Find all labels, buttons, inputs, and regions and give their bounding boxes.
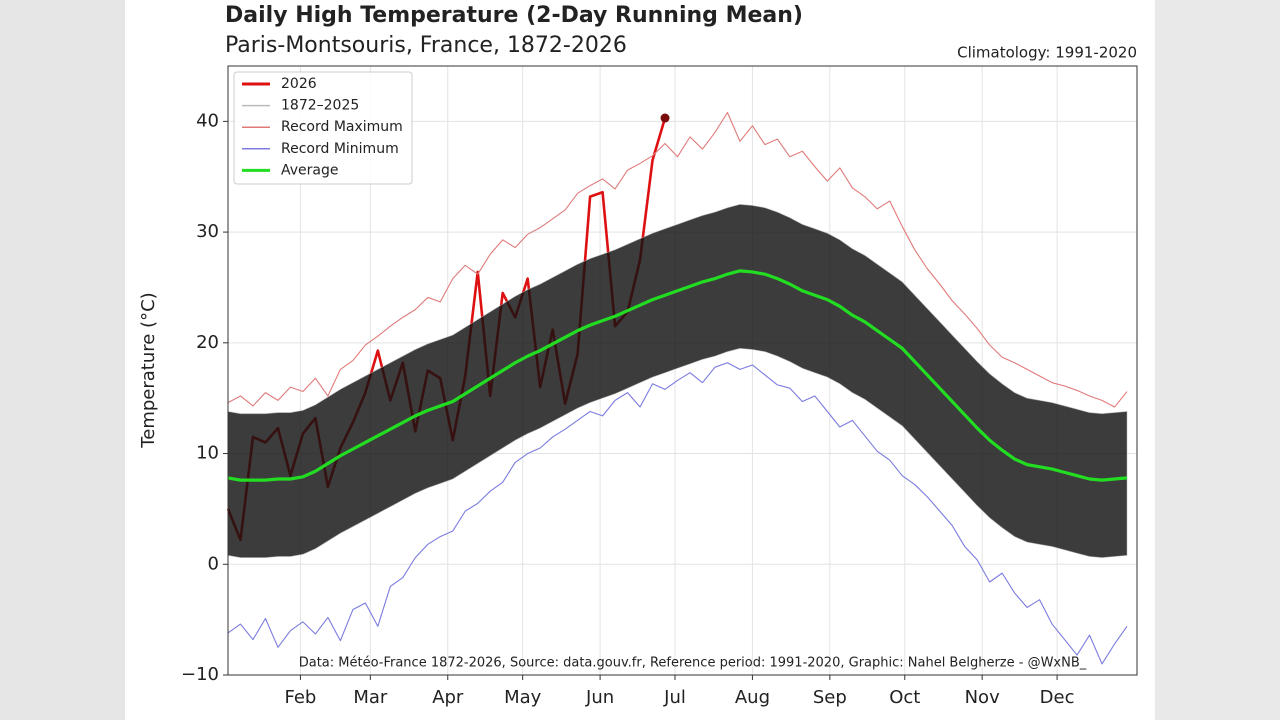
legend-label: Average: [281, 162, 339, 178]
x-tick-label: Oct: [889, 687, 920, 708]
y-tick-label: 10: [196, 443, 219, 464]
y-tick-label: 30: [196, 221, 219, 242]
chart-title: Daily High Temperature (2-Day Running Me…: [225, 3, 803, 28]
x-tick-label: Feb: [284, 687, 316, 708]
x-tick-label: Sep: [813, 687, 847, 708]
side-right: [1155, 0, 1280, 720]
x-tick-label: Aug: [735, 687, 770, 708]
x-tick-label: Jun: [585, 687, 614, 708]
side-left: [0, 0, 125, 720]
series-line: [227, 111, 1128, 408]
legend-label: Record Minimum: [281, 141, 399, 157]
legend-box: [233, 71, 413, 185]
x-tick-label: May: [504, 687, 542, 708]
climatology-note: Climatology: 1991-2020: [957, 44, 1137, 62]
source-note: Data: Météo-France 1872-2026, Source: da…: [299, 656, 1087, 671]
x-tick-label: Dec: [1040, 687, 1075, 708]
x-tick-label: Mar: [353, 687, 388, 708]
y-tick-label: 0: [208, 553, 219, 574]
x-tick-label: Jul: [663, 687, 686, 708]
plot-frame: [227, 65, 1138, 676]
latest-point: [660, 113, 670, 123]
x-tick-label: Nov: [965, 687, 1000, 708]
y-tick-label: 40: [196, 110, 219, 131]
series-line: [227, 362, 1128, 665]
series-line: [227, 269, 1128, 482]
chart-subtitle: Paris-Montsouris, France, 1872-2026: [225, 33, 627, 58]
y-tick-label: 20: [196, 332, 219, 353]
history-band: [227, 204, 1128, 559]
y-tick-label: −10: [181, 664, 219, 685]
legend-label: 1872–2025: [281, 98, 359, 114]
x-tick-label: Apr: [432, 687, 464, 708]
legend-label: Record Maximum: [281, 119, 403, 135]
y-axis-label: Temperature (°C): [138, 292, 159, 448]
legend-label: 2026: [281, 76, 317, 92]
